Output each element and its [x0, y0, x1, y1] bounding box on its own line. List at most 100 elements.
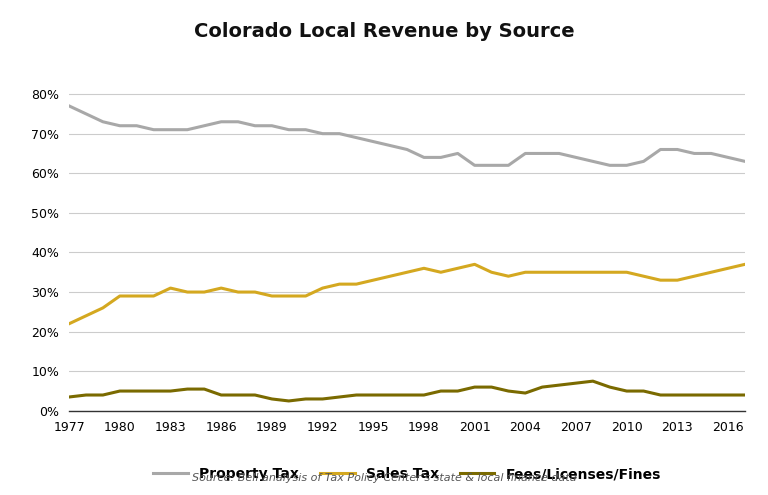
Fees/Licenses/Fines: [605, 384, 614, 390]
Fees/Licenses/Fines: [65, 394, 74, 400]
Property Tax: [470, 162, 479, 168]
Sales Tax: [436, 269, 445, 275]
Sales Tax: [301, 293, 310, 299]
Fees/Licenses/Fines: [386, 392, 395, 398]
Sales Tax: [318, 285, 327, 291]
Fees/Licenses/Fines: [571, 380, 581, 386]
Property Tax: [65, 103, 74, 109]
Sales Tax: [402, 269, 412, 275]
Property Tax: [115, 123, 124, 129]
Sales Tax: [115, 293, 124, 299]
Property Tax: [98, 119, 108, 125]
Sales Tax: [723, 265, 733, 271]
Fees/Licenses/Fines: [707, 392, 716, 398]
Sales Tax: [267, 293, 276, 299]
Sales Tax: [605, 269, 614, 275]
Sales Tax: [487, 269, 496, 275]
Fees/Licenses/Fines: [200, 386, 209, 392]
Fees/Licenses/Fines: [419, 392, 429, 398]
Sales Tax: [504, 273, 513, 279]
Property Tax: [571, 154, 581, 160]
Sales Tax: [81, 313, 91, 319]
Property Tax: [352, 135, 361, 141]
Property Tax: [605, 162, 614, 168]
Property Tax: [369, 139, 378, 145]
Fees/Licenses/Fines: [740, 392, 750, 398]
Sales Tax: [554, 269, 564, 275]
Property Tax: [723, 154, 733, 160]
Text: Source: Bell analysis of Tax Policy Center’s state & local finance data: Source: Bell analysis of Tax Policy Cent…: [192, 473, 576, 483]
Sales Tax: [352, 281, 361, 287]
Fees/Licenses/Fines: [166, 388, 175, 394]
Sales Tax: [200, 289, 209, 295]
Property Tax: [200, 123, 209, 129]
Property Tax: [740, 158, 750, 164]
Property Tax: [656, 147, 665, 152]
Property Tax: [183, 127, 192, 133]
Sales Tax: [65, 321, 74, 327]
Fees/Licenses/Fines: [487, 384, 496, 390]
Sales Tax: [284, 293, 293, 299]
Legend: Property Tax, Sales Tax, Fees/Licenses/Fines: Property Tax, Sales Tax, Fees/Licenses/F…: [147, 461, 667, 487]
Line: Sales Tax: Sales Tax: [69, 264, 745, 324]
Fees/Licenses/Fines: [402, 392, 412, 398]
Sales Tax: [538, 269, 547, 275]
Text: Colorado Local Revenue by Source: Colorado Local Revenue by Source: [194, 22, 574, 41]
Fees/Licenses/Fines: [723, 392, 733, 398]
Sales Tax: [98, 305, 108, 311]
Fees/Licenses/Fines: [352, 392, 361, 398]
Property Tax: [588, 158, 598, 164]
Property Tax: [250, 123, 260, 129]
Property Tax: [554, 150, 564, 156]
Sales Tax: [521, 269, 530, 275]
Fees/Licenses/Fines: [554, 382, 564, 388]
Property Tax: [521, 150, 530, 156]
Property Tax: [267, 123, 276, 129]
Fees/Licenses/Fines: [673, 392, 682, 398]
Sales Tax: [588, 269, 598, 275]
Fees/Licenses/Fines: [250, 392, 260, 398]
Property Tax: [166, 127, 175, 133]
Sales Tax: [690, 273, 699, 279]
Sales Tax: [166, 285, 175, 291]
Fees/Licenses/Fines: [369, 392, 378, 398]
Sales Tax: [740, 261, 750, 267]
Sales Tax: [571, 269, 581, 275]
Fees/Licenses/Fines: [98, 392, 108, 398]
Sales Tax: [369, 277, 378, 283]
Fees/Licenses/Fines: [335, 394, 344, 400]
Fees/Licenses/Fines: [504, 388, 513, 394]
Property Tax: [690, 150, 699, 156]
Line: Property Tax: Property Tax: [69, 106, 745, 165]
Fees/Licenses/Fines: [301, 396, 310, 402]
Property Tax: [81, 111, 91, 117]
Fees/Licenses/Fines: [453, 388, 462, 394]
Property Tax: [233, 119, 243, 125]
Sales Tax: [470, 261, 479, 267]
Sales Tax: [335, 281, 344, 287]
Property Tax: [487, 162, 496, 168]
Property Tax: [318, 131, 327, 137]
Fees/Licenses/Fines: [588, 378, 598, 384]
Fees/Licenses/Fines: [267, 396, 276, 402]
Sales Tax: [673, 277, 682, 283]
Fees/Licenses/Fines: [149, 388, 158, 394]
Sales Tax: [250, 289, 260, 295]
Sales Tax: [419, 265, 429, 271]
Property Tax: [402, 147, 412, 152]
Fees/Licenses/Fines: [521, 390, 530, 396]
Fees/Licenses/Fines: [538, 384, 547, 390]
Fees/Licenses/Fines: [436, 388, 445, 394]
Property Tax: [453, 150, 462, 156]
Property Tax: [217, 119, 226, 125]
Property Tax: [419, 154, 429, 160]
Fees/Licenses/Fines: [639, 388, 648, 394]
Sales Tax: [233, 289, 243, 295]
Property Tax: [149, 127, 158, 133]
Property Tax: [707, 150, 716, 156]
Fees/Licenses/Fines: [81, 392, 91, 398]
Fees/Licenses/Fines: [233, 392, 243, 398]
Property Tax: [386, 143, 395, 148]
Property Tax: [436, 154, 445, 160]
Fees/Licenses/Fines: [622, 388, 631, 394]
